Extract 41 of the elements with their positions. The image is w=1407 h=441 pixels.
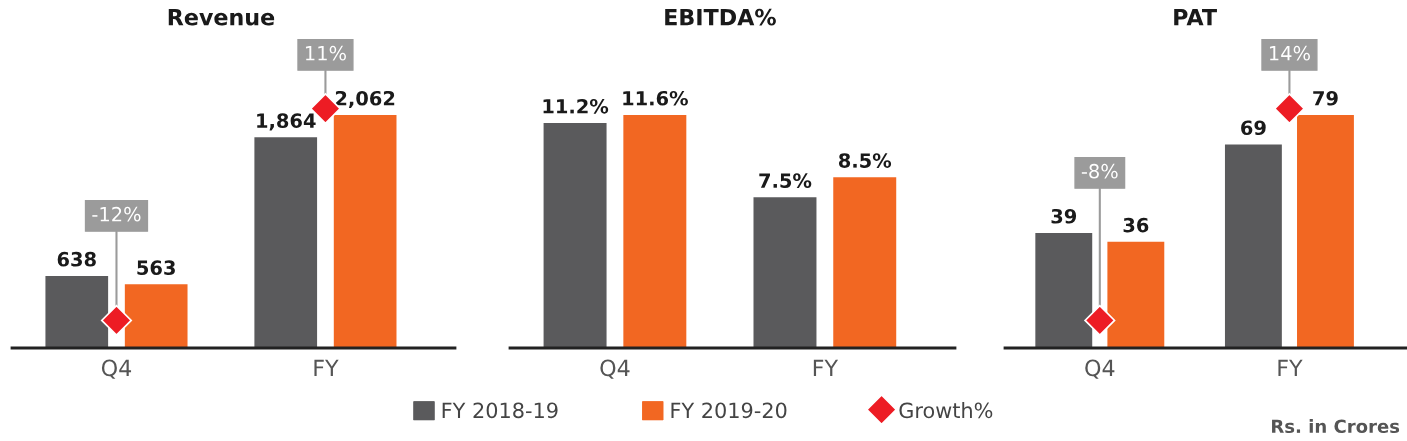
- bar: [1224, 144, 1282, 348]
- data-label: 36: [1123, 217, 1149, 233]
- legend-label: Growth%: [899, 402, 993, 419]
- data-label: 563: [137, 260, 175, 276]
- data-label: 8.5%: [838, 153, 892, 168]
- data-label: 7.5%: [759, 173, 812, 188]
- bar: [45, 275, 109, 348]
- data-label: 69: [1241, 120, 1266, 136]
- bar: [753, 197, 817, 348]
- data-label: -8%: [1081, 163, 1118, 179]
- bar: [254, 137, 318, 348]
- chart-title: Revenue: [168, 9, 275, 26]
- x-tick-label: FY: [813, 359, 839, 376]
- bar: [833, 177, 897, 348]
- text: Rs. in Crores: [1272, 419, 1400, 434]
- legend-label: FY 2019-20: [671, 402, 787, 419]
- data-label: 11.6%: [623, 90, 688, 106]
- data-label: 11%: [305, 45, 346, 61]
- data-label: 638: [57, 251, 96, 267]
- chart-title: PAT: [1174, 9, 1217, 26]
- data-label: 79: [1313, 90, 1338, 106]
- x-tick-label: Q4: [1085, 359, 1115, 379]
- data-label: -12%: [92, 206, 141, 222]
- x-tick-label: Q4: [101, 359, 132, 379]
- x-tick-label: FY: [1278, 359, 1303, 376]
- bar: [543, 122, 607, 348]
- data-label: 1,864: [257, 113, 316, 131]
- chart-title: EBITDA%: [665, 8, 776, 26]
- legend-label: FY 2018-19: [442, 402, 558, 419]
- data-label: 11.2%: [543, 98, 609, 114]
- bar: [333, 114, 397, 348]
- bar: [1297, 114, 1354, 348]
- data-label: 2,062: [335, 90, 395, 109]
- data-label: 39: [1051, 208, 1077, 224]
- x-tick-label: Q4: [600, 359, 630, 379]
- x-tick-label: FY: [314, 359, 339, 376]
- data-label: 14%: [1269, 45, 1310, 61]
- bar: [623, 114, 687, 348]
- bar: [1035, 232, 1093, 348]
- bar: [124, 284, 188, 348]
- bar: [1107, 241, 1165, 348]
